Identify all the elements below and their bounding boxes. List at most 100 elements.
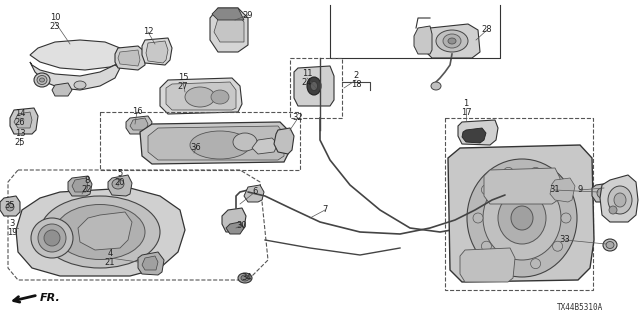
Ellipse shape bbox=[511, 206, 533, 230]
Polygon shape bbox=[148, 126, 284, 160]
Text: 28: 28 bbox=[482, 26, 492, 35]
Polygon shape bbox=[146, 41, 168, 63]
Ellipse shape bbox=[40, 78, 45, 82]
Ellipse shape bbox=[241, 275, 249, 281]
Text: 1
17: 1 17 bbox=[461, 99, 471, 117]
Ellipse shape bbox=[112, 179, 124, 189]
Polygon shape bbox=[210, 8, 248, 52]
Text: 6: 6 bbox=[252, 188, 258, 196]
Ellipse shape bbox=[606, 242, 614, 249]
Ellipse shape bbox=[190, 131, 250, 159]
Polygon shape bbox=[30, 40, 125, 70]
Ellipse shape bbox=[37, 76, 47, 84]
Polygon shape bbox=[252, 138, 278, 154]
Ellipse shape bbox=[44, 230, 60, 246]
Text: 15
27: 15 27 bbox=[178, 73, 188, 91]
Ellipse shape bbox=[483, 176, 561, 260]
Text: 32: 32 bbox=[292, 114, 303, 123]
Polygon shape bbox=[142, 38, 172, 65]
Text: 8
22: 8 22 bbox=[82, 176, 92, 194]
Ellipse shape bbox=[307, 77, 321, 95]
Polygon shape bbox=[458, 120, 498, 145]
Polygon shape bbox=[0, 196, 20, 216]
Ellipse shape bbox=[531, 167, 541, 177]
Polygon shape bbox=[115, 46, 145, 70]
Text: 5
20: 5 20 bbox=[115, 169, 125, 187]
Ellipse shape bbox=[603, 239, 617, 251]
Ellipse shape bbox=[552, 185, 563, 195]
Polygon shape bbox=[166, 82, 236, 110]
Ellipse shape bbox=[431, 82, 441, 90]
Polygon shape bbox=[592, 183, 614, 202]
Ellipse shape bbox=[597, 188, 607, 198]
Ellipse shape bbox=[608, 186, 632, 214]
Polygon shape bbox=[600, 175, 638, 222]
Polygon shape bbox=[294, 66, 334, 106]
Polygon shape bbox=[424, 24, 480, 58]
Ellipse shape bbox=[504, 167, 513, 177]
Polygon shape bbox=[212, 8, 244, 20]
Polygon shape bbox=[78, 212, 132, 250]
Ellipse shape bbox=[55, 204, 145, 260]
Polygon shape bbox=[460, 248, 515, 282]
Polygon shape bbox=[130, 118, 148, 130]
Text: 34: 34 bbox=[242, 274, 252, 283]
Polygon shape bbox=[414, 26, 432, 54]
Polygon shape bbox=[274, 128, 294, 154]
Ellipse shape bbox=[481, 185, 492, 195]
Polygon shape bbox=[126, 116, 152, 134]
Ellipse shape bbox=[310, 82, 317, 91]
Ellipse shape bbox=[233, 133, 257, 151]
Polygon shape bbox=[244, 185, 264, 202]
Text: 2
18: 2 18 bbox=[351, 71, 362, 89]
Text: 3
19: 3 19 bbox=[7, 219, 17, 237]
Polygon shape bbox=[68, 176, 92, 196]
Text: 7: 7 bbox=[323, 205, 328, 214]
Polygon shape bbox=[140, 122, 290, 164]
Text: 10
23: 10 23 bbox=[50, 13, 60, 31]
Ellipse shape bbox=[185, 87, 215, 107]
Polygon shape bbox=[16, 188, 185, 276]
Ellipse shape bbox=[609, 206, 617, 214]
Ellipse shape bbox=[74, 81, 86, 89]
Text: 35: 35 bbox=[4, 201, 15, 210]
Ellipse shape bbox=[443, 34, 461, 48]
Ellipse shape bbox=[238, 273, 252, 283]
Bar bbox=[100, 112, 300, 170]
Text: 33: 33 bbox=[559, 236, 570, 244]
Polygon shape bbox=[14, 112, 32, 128]
Polygon shape bbox=[550, 178, 575, 202]
Polygon shape bbox=[214, 12, 244, 42]
Ellipse shape bbox=[436, 30, 468, 52]
Ellipse shape bbox=[34, 73, 50, 87]
Polygon shape bbox=[222, 208, 246, 232]
Ellipse shape bbox=[498, 192, 546, 244]
Text: 13
25: 13 25 bbox=[15, 129, 26, 147]
Polygon shape bbox=[52, 83, 72, 96]
Text: 9: 9 bbox=[577, 186, 582, 195]
Text: TX44B5310A: TX44B5310A bbox=[557, 303, 603, 313]
Text: 14
26: 14 26 bbox=[15, 109, 26, 127]
Ellipse shape bbox=[31, 218, 73, 258]
Ellipse shape bbox=[448, 38, 456, 44]
Ellipse shape bbox=[211, 90, 229, 104]
Ellipse shape bbox=[614, 193, 626, 207]
Ellipse shape bbox=[552, 241, 563, 251]
Ellipse shape bbox=[6, 203, 14, 211]
Text: 31: 31 bbox=[550, 186, 560, 195]
Ellipse shape bbox=[481, 241, 492, 251]
Ellipse shape bbox=[473, 213, 483, 223]
Polygon shape bbox=[226, 222, 244, 234]
Text: 30: 30 bbox=[237, 220, 247, 229]
Text: FR.: FR. bbox=[40, 293, 61, 303]
Polygon shape bbox=[160, 78, 242, 114]
Polygon shape bbox=[72, 178, 88, 192]
Polygon shape bbox=[118, 50, 140, 66]
Ellipse shape bbox=[467, 159, 577, 277]
Text: 4
21: 4 21 bbox=[105, 249, 115, 267]
Polygon shape bbox=[462, 128, 486, 143]
Text: 36: 36 bbox=[191, 143, 202, 153]
Polygon shape bbox=[484, 168, 560, 204]
Bar bbox=[290, 58, 342, 118]
Polygon shape bbox=[10, 108, 38, 134]
